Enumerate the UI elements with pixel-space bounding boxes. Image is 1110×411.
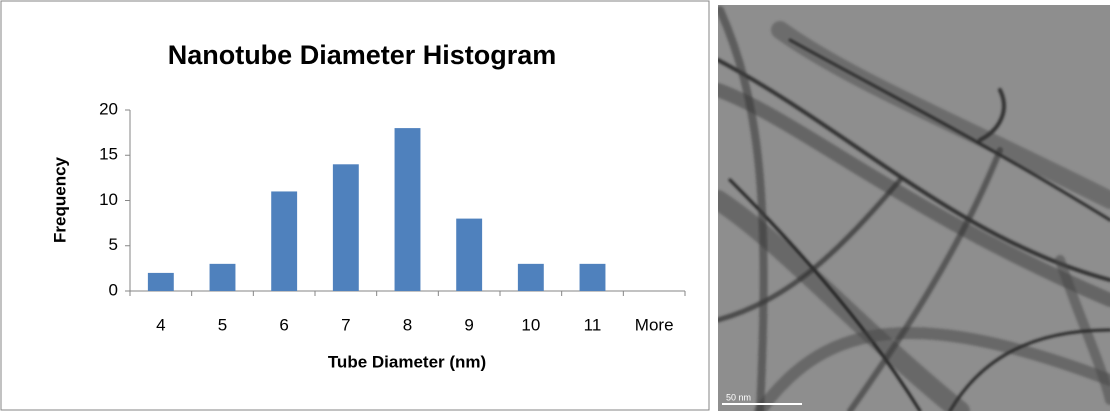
y-axis-title: Frequency	[50, 156, 69, 243]
x-tick-label: 7	[341, 315, 350, 334]
y-tick-label: 5	[109, 235, 118, 254]
y-tick-label: 20	[99, 99, 118, 118]
bar	[579, 263, 606, 291]
x-tick-label: More	[635, 315, 674, 334]
bar	[271, 191, 298, 291]
x-axis-title: Tube Diameter (nm)	[328, 352, 486, 371]
x-tick-label: 6	[279, 315, 288, 334]
chart-title: Nanotube Diameter Histogram	[168, 40, 557, 70]
scale-bar-label: 50 nm	[726, 392, 751, 402]
x-tick-label: 5	[218, 315, 227, 334]
bar	[147, 272, 174, 291]
fibers	[718, 6, 1110, 411]
bar	[332, 164, 359, 291]
micrograph: 50 nm	[718, 5, 1110, 411]
y-tick-label: 15	[99, 145, 118, 164]
y-tick-label: 0	[109, 280, 118, 299]
x-tick-label: 8	[403, 315, 412, 334]
x-tick-label: 4	[156, 315, 165, 334]
x-tick-label: 11	[584, 315, 602, 334]
x-tick-label: 9	[464, 315, 473, 334]
bar	[517, 263, 544, 291]
plot: 0 5 10 15 20 4 5 6 7 8 9 10 11 More	[99, 99, 686, 334]
bar	[394, 128, 421, 291]
bar	[209, 263, 236, 291]
x-tick-label: 10	[521, 315, 540, 334]
y-tick-label: 10	[99, 190, 118, 209]
bar	[456, 218, 483, 291]
